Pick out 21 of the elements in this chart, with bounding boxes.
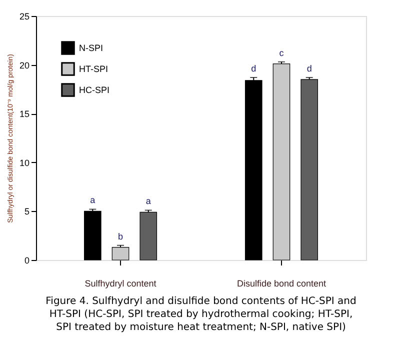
data-label: d [251, 63, 256, 74]
legend-label: HT-SPI [79, 64, 108, 74]
data-label: a [90, 195, 96, 206]
y-tick-label: 0 [24, 256, 30, 266]
data-label: a [146, 196, 151, 206]
bar [140, 212, 158, 260]
x-tick-label: Sulfhydryl content [84, 278, 157, 288]
data-label: c [279, 48, 284, 58]
legend-label: N-SPI [79, 43, 104, 53]
bar [300, 79, 318, 260]
y-tick-label: 5 [24, 206, 30, 217]
y-tick-label: 10 [19, 158, 30, 168]
data-label: d [306, 63, 312, 74]
y-tick-label: 20 [19, 60, 30, 70]
y-tick-label: 15 [19, 109, 30, 120]
x-tick-label: Disulfide bond content [236, 278, 327, 288]
bar [244, 80, 262, 260]
y-tick-label: 25 [19, 12, 30, 22]
caption: Figure 4. Sulfhydryl and disulfide bond contents of HC-SPI and HT-SPI (HC-SPI, SPI treated by hydrothermal cooking; HT-SPI, SPI treated by moisture heat treatment; N-SPI, native SPI) [46, 296, 356, 333]
legend-label: HC-SPI [79, 85, 110, 95]
data-label: b [118, 231, 124, 242]
